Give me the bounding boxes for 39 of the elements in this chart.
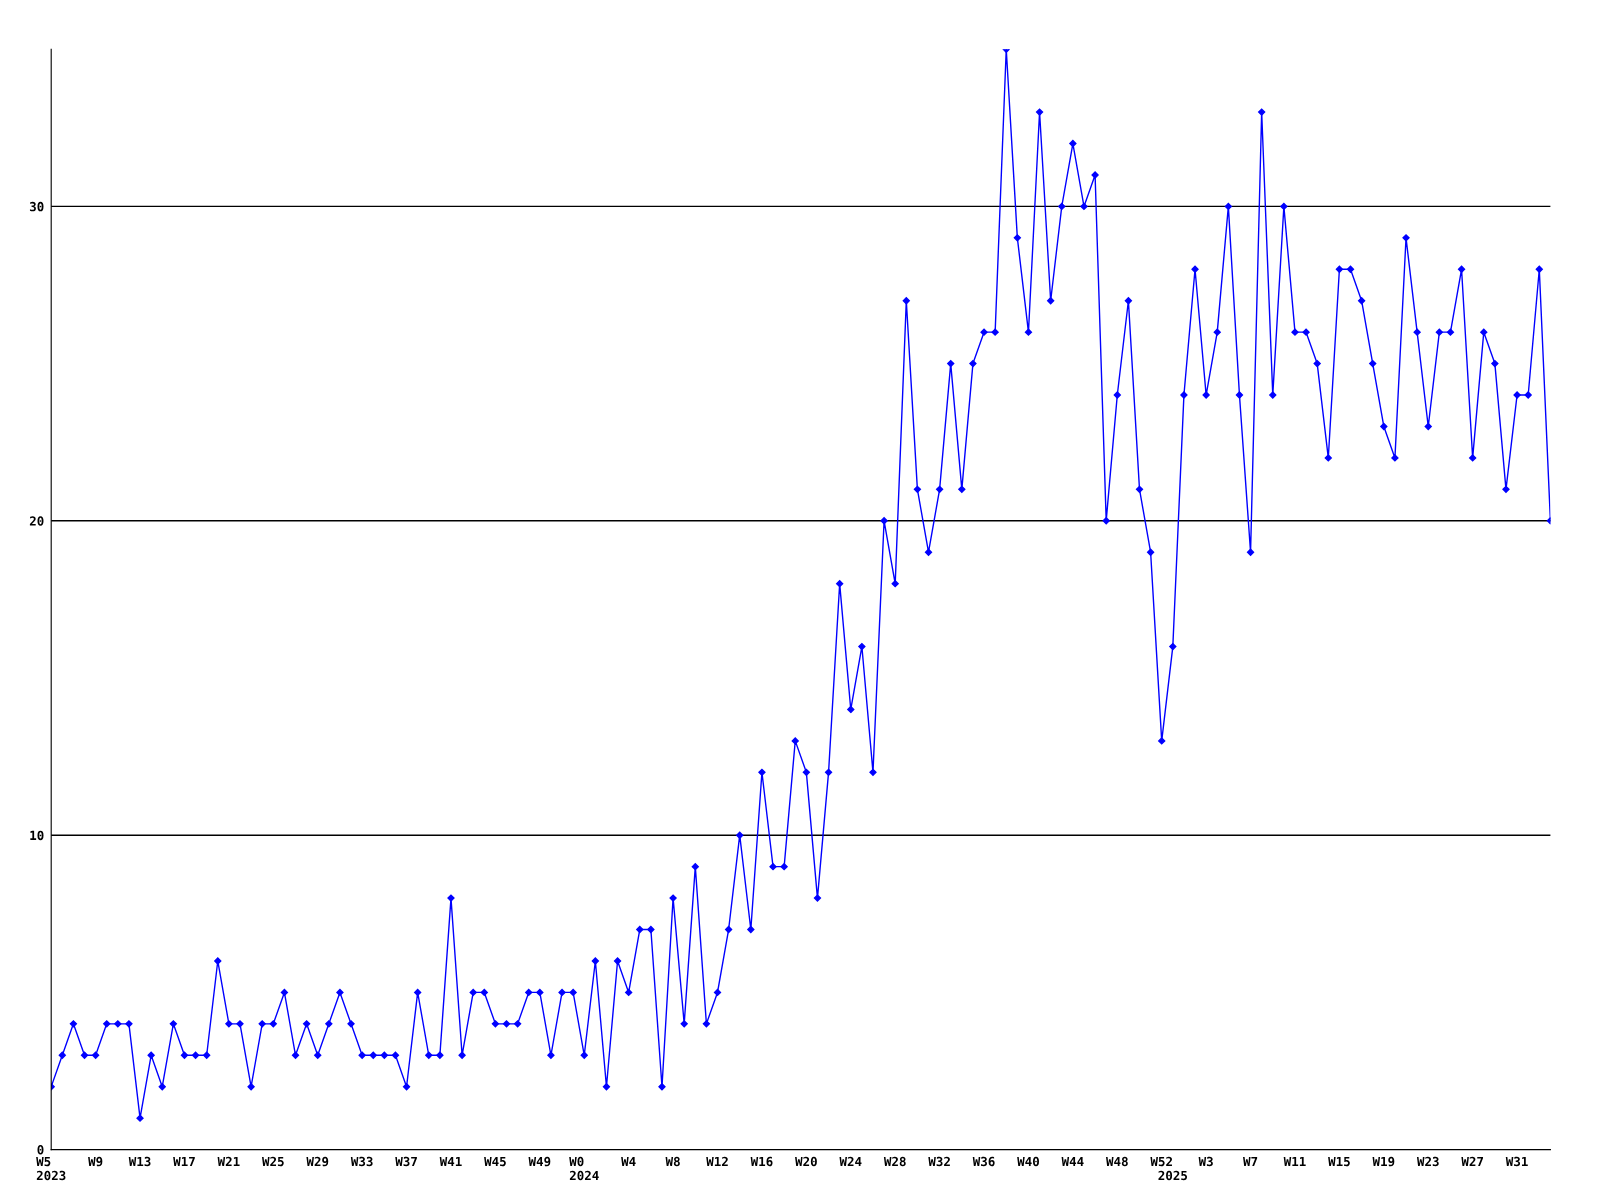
x-tick-label: W4 — [621, 1156, 636, 1167]
x-tick-label: W21 — [217, 1156, 240, 1167]
x-tick-label: W33 — [350, 1156, 373, 1167]
x-tick-label: W48 — [1106, 1156, 1128, 1167]
x-tick-label: W19 — [1372, 1156, 1395, 1167]
x-tick-label: W8 — [665, 1156, 680, 1167]
x-tick-label: W27 — [1461, 1156, 1484, 1167]
y-tick-label: 10 — [30, 830, 44, 841]
x-tick-label: W25 — [262, 1156, 284, 1167]
x-tick-label: W16 — [750, 1156, 773, 1167]
x-tick-label: W13 — [128, 1156, 151, 1167]
x-tick-label: W3 — [1198, 1156, 1213, 1167]
x-tick-label: W44 — [1061, 1156, 1084, 1167]
x-tick-label: W17 — [173, 1156, 195, 1167]
x-tick-label: W24 — [839, 1156, 862, 1167]
x-tick-label: W36 — [972, 1156, 995, 1167]
x-tick-label: W40 — [1017, 1156, 1039, 1167]
x-tick-label: W20 — [795, 1156, 817, 1167]
x-tick-label: W45 — [484, 1156, 506, 1167]
x-tick-label: W32 — [928, 1156, 950, 1167]
x-tick-label: W7 — [1243, 1156, 1258, 1167]
x-tick-label: W28 — [883, 1156, 906, 1167]
x-tick-label: W23 — [1416, 1156, 1439, 1167]
x-tick-label: W5 2023 — [36, 1156, 66, 1181]
x-tick-label: W11 — [1283, 1156, 1306, 1167]
y-tick-label: 30 — [29, 201, 44, 212]
x-tick-label: W0 2024 — [569, 1156, 599, 1181]
y-tick-label: 20 — [29, 516, 44, 526]
x-tick-label: W12 — [706, 1156, 728, 1167]
x-tick-label: W15 — [1328, 1156, 1350, 1167]
x-tick-label: W41 — [439, 1156, 462, 1167]
x-tick-label: W29 — [306, 1156, 329, 1167]
x-tick-label: W49 — [528, 1156, 551, 1167]
x-tick-label: W52 — [1150, 1156, 1172, 1167]
x-tick-label: W31 — [1505, 1156, 1528, 1167]
x-tick-label: 2025 — [1158, 1170, 1188, 1181]
y-tick-label: 0 — [37, 1145, 44, 1155]
x-tick-label: W9 — [88, 1156, 103, 1167]
x-tick-label: W37 — [395, 1156, 417, 1167]
